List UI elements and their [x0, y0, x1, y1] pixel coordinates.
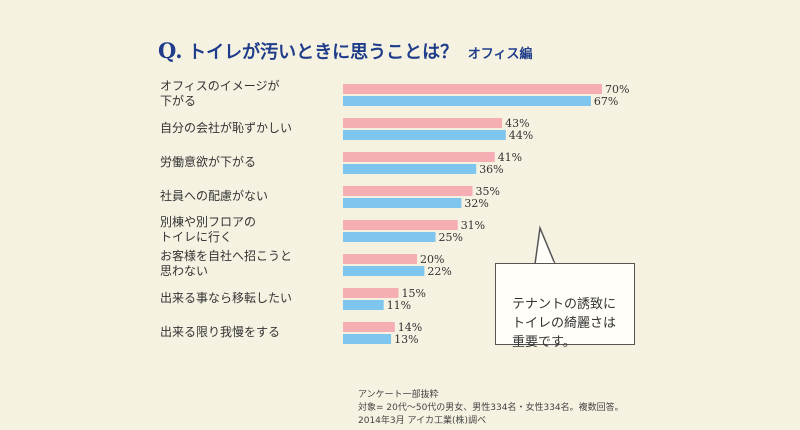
data-label: 67% — [594, 95, 618, 108]
callout-text: テナントの誘致に トイレの綺麗さは 重要です。 — [512, 297, 617, 350]
category-label: 出来る事なら移転したい — [160, 290, 293, 305]
data-label: 14% — [398, 321, 422, 334]
data-label: 11% — [387, 299, 411, 312]
chart-title: Q. トイレが汚いときに思うことは？ オフィス編 — [158, 38, 532, 64]
bar — [343, 266, 425, 276]
data-label: 41% — [498, 151, 522, 164]
bar — [343, 186, 473, 196]
footnote-text: アンケート一部抜粋 対象= 20代～50代の男女、男性334名・女性334名。複… — [358, 390, 624, 426]
bar — [343, 130, 506, 140]
title-main: トイレが汚いときに思うことは？ — [188, 42, 459, 63]
data-label: 44% — [509, 129, 533, 142]
data-label: 70% — [605, 83, 629, 96]
category-label: お客様を自社へ招こうと 思わない — [160, 249, 293, 278]
bar — [343, 334, 392, 344]
bar — [343, 84, 602, 94]
bar — [343, 220, 458, 230]
category-label: 労働意欲が下がる — [160, 154, 257, 169]
bar — [343, 164, 477, 174]
callout-box: テナントの誘致に トイレの綺麗さは 重要です。 — [495, 263, 635, 350]
data-label: 43% — [505, 117, 529, 130]
bar — [343, 254, 417, 264]
category-label: 出来る限り我慢をする — [160, 324, 281, 339]
data-label: 20% — [420, 253, 444, 266]
data-label: 36% — [479, 163, 503, 176]
data-label: 15% — [402, 287, 426, 300]
bar — [343, 288, 399, 298]
bar — [343, 152, 495, 162]
category-label: 自分の会社が恥ずかしい — [160, 120, 293, 135]
data-label: 31% — [461, 219, 485, 232]
bar — [343, 232, 436, 242]
bar — [343, 198, 462, 208]
title-prefix: Q. — [158, 38, 183, 63]
bar — [343, 118, 503, 128]
title-sub: オフィス編 — [467, 47, 533, 62]
bar — [343, 96, 591, 106]
category-label: 社員への配慮がない — [160, 188, 269, 203]
data-label: 22% — [427, 265, 451, 278]
bar — [343, 322, 395, 332]
data-label: 35% — [476, 185, 500, 198]
data-label: 13% — [394, 333, 418, 346]
category-label: オフィスのイメージが 下がる — [160, 79, 280, 108]
data-label: 32% — [464, 197, 488, 210]
data-label: 25% — [439, 231, 463, 244]
bar — [343, 300, 384, 310]
category-label: 別棟や別フロアの トイレに行く — [160, 215, 257, 244]
footnote: アンケート一部抜粋 対象= 20代～50代の男女、男性334名・女性334名。複… — [358, 376, 624, 428]
